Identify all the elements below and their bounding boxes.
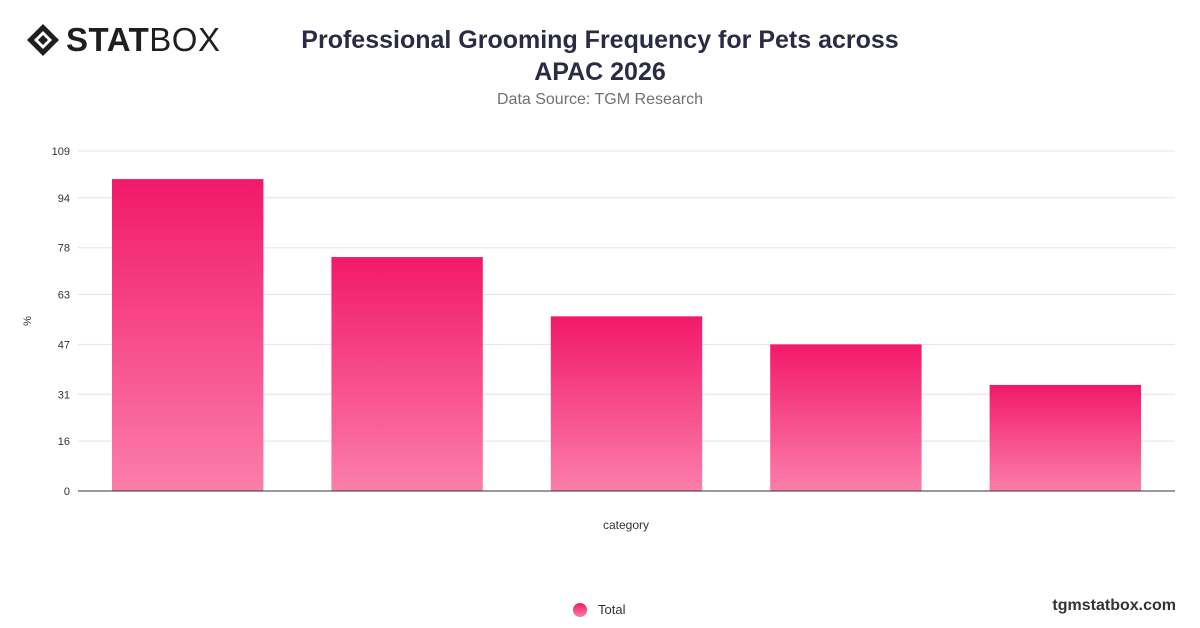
logo-wordmark-light: BOX [149,21,221,58]
bar[interactable] [112,179,264,491]
x-axis-label: category [603,518,649,532]
logo-wordmark-bold: STAT [66,21,150,58]
legend[interactable]: Total [573,602,625,617]
y-tick-label: 31 [58,389,70,401]
chart-subtitle: Data Source: TGM Research [496,91,703,108]
logo-wordmark: STATBOX [66,22,220,58]
bar[interactable] [550,316,703,491]
statbox-diamond-icon [27,24,59,56]
y-tick-labels: 0 16 31 47 63 78 94 109 [52,146,70,498]
legend-marker-icon [573,602,587,617]
bar[interactable] [770,344,922,491]
y-tick-label: 78 [58,243,70,255]
y-tick-label: 47 [58,339,70,351]
footer-url: tgmstatbox.com [1052,597,1176,614]
y-tick-label: 16 [58,436,70,448]
legend-label: Total [598,602,626,617]
chart-title-line-1: Professional Grooming Frequency for Pets… [301,26,899,54]
y-tick-label: 0 [64,486,70,498]
bar[interactable] [989,384,1141,491]
chart-title: Professional Grooming Frequency for Pets… [260,24,940,88]
y-axis-label: % [22,316,34,326]
y-tick-label: 94 [58,193,70,205]
chart-title-line-2: APAC 2026 [534,58,666,86]
bar[interactable] [331,257,483,491]
bars [112,179,1141,491]
brand-logo: STATBOX [26,22,220,58]
y-tick-label: 109 [52,146,70,158]
y-tick-label: 63 [58,289,70,301]
